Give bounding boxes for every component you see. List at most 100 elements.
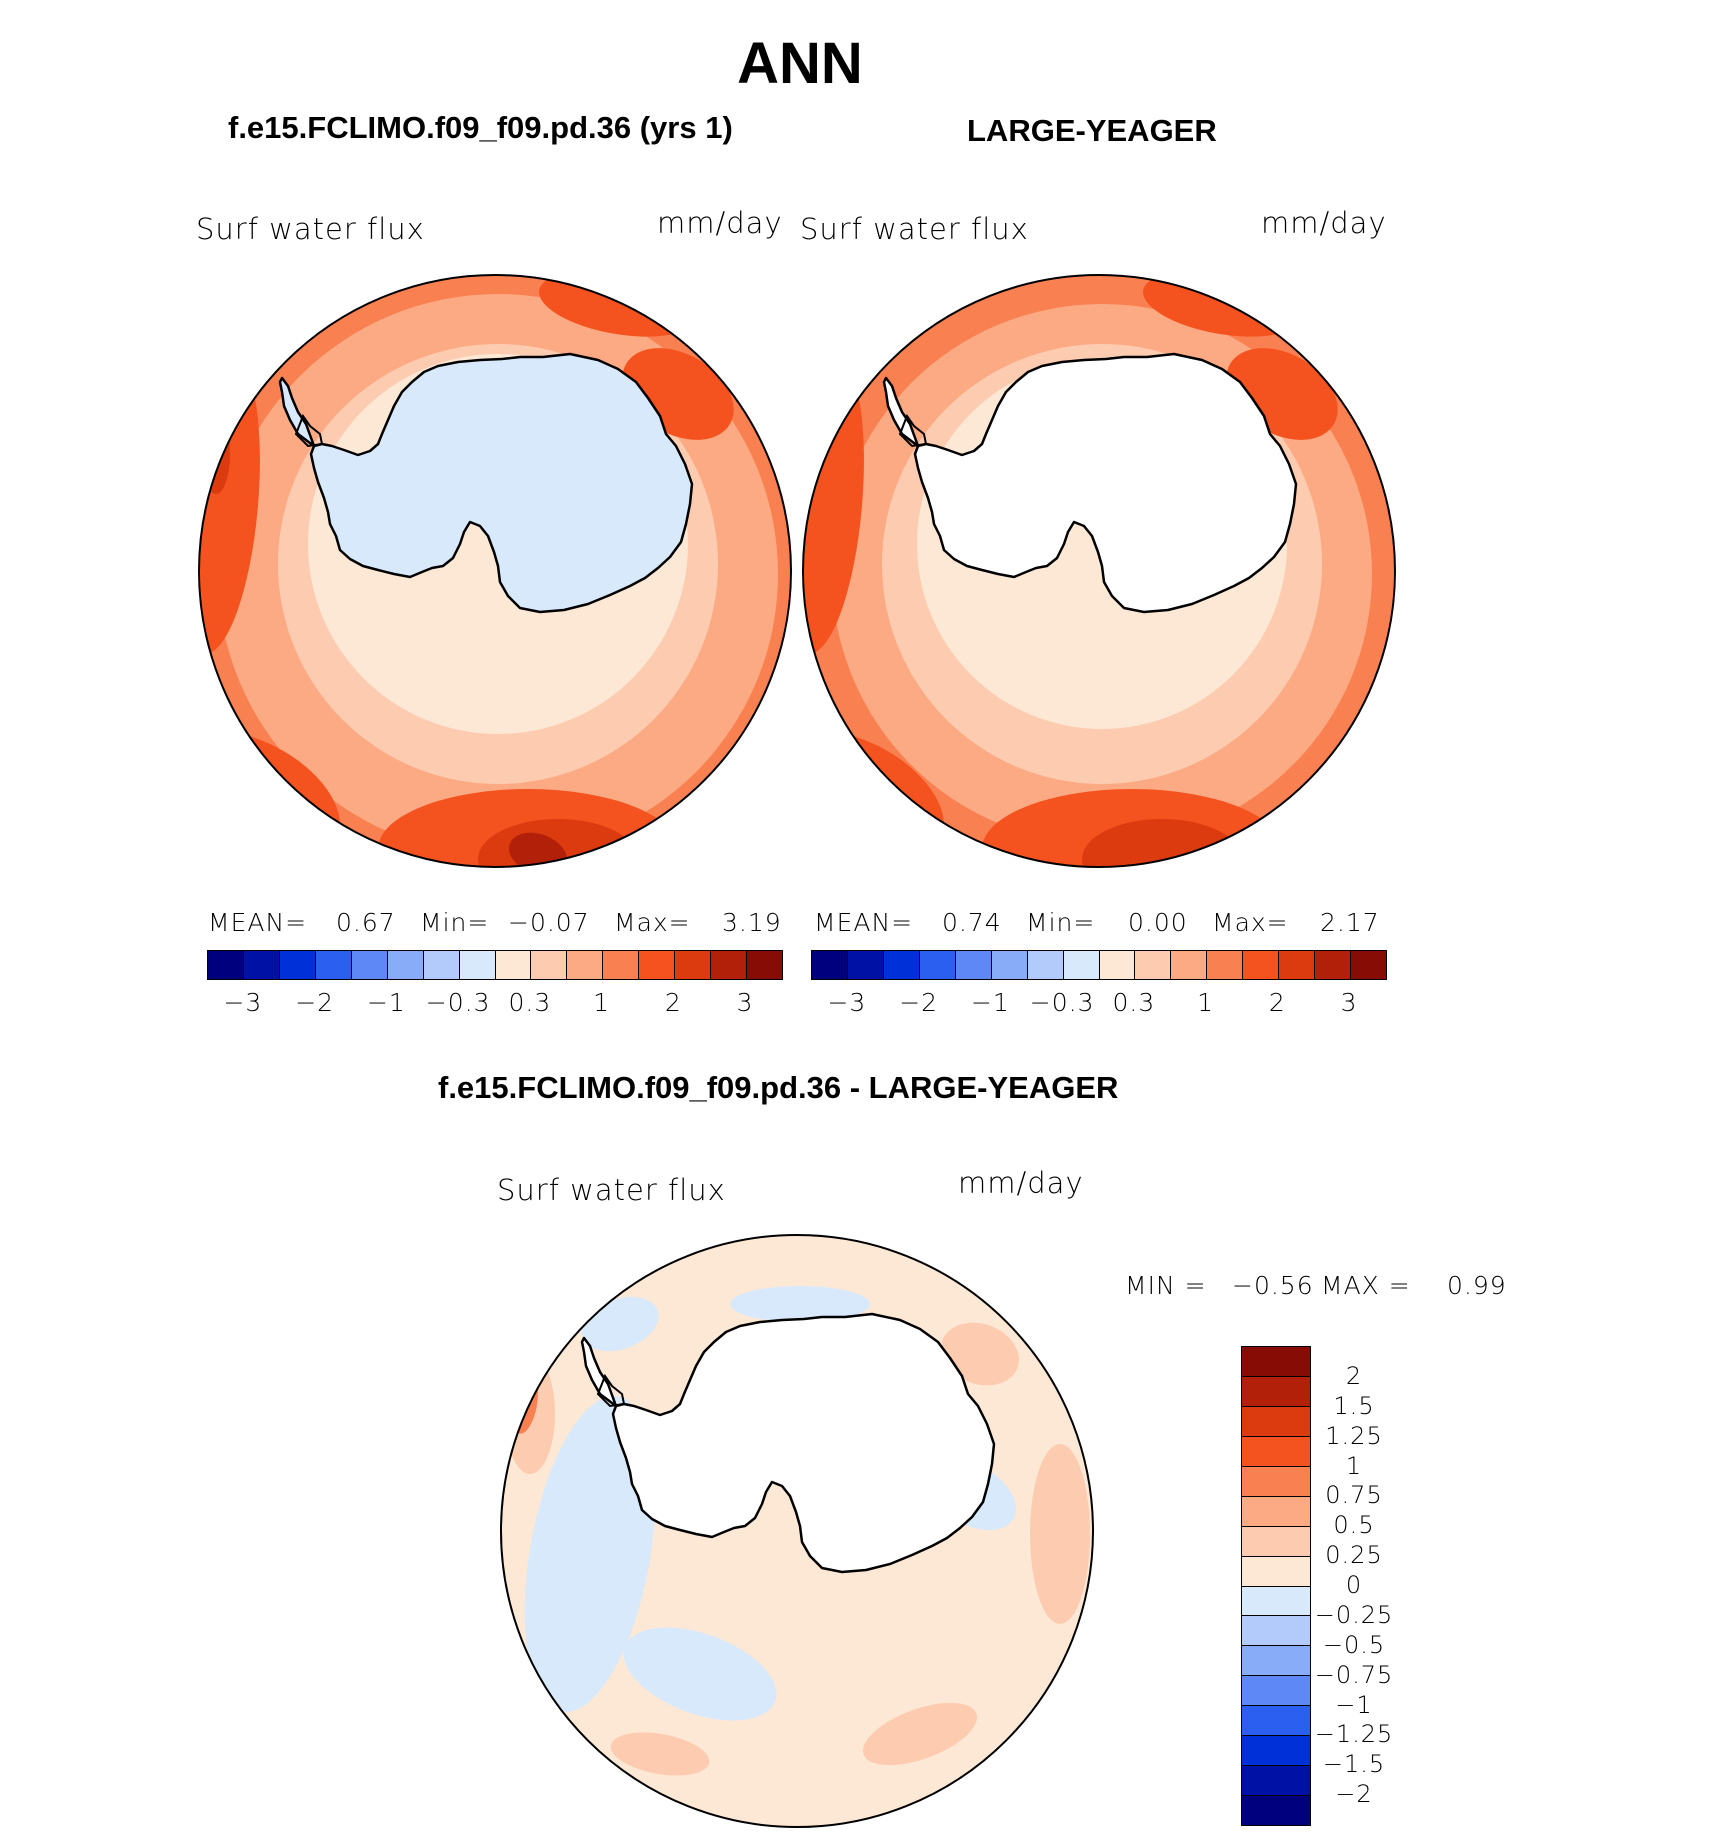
colorbar-swatch (1242, 1736, 1310, 1767)
diff-min: −0.56 (1232, 1271, 1314, 1300)
panel1-max-label: Max= (614, 908, 691, 937)
colorbar-swatch (1242, 1556, 1310, 1587)
colorbar-label: −3 (223, 988, 263, 1017)
panel2-variable: Surf water flux (800, 212, 1029, 246)
positive-region (941, 1322, 1019, 1386)
map-border (500, 1234, 1094, 1828)
negative-region (623, 1627, 777, 1721)
colorbar-swatch (1242, 1796, 1310, 1825)
colorbar-label: −1.5 (1322, 1750, 1386, 1779)
colorbar-label: 1.25 (1325, 1421, 1383, 1450)
colorbar-swatch (459, 951, 496, 979)
high-flux-region (202, 414, 230, 494)
colorbar-label: −2 (295, 988, 335, 1017)
diff-title: f.e15.FCLIMO.f09_f09.pd.36 - LARGE-YEAGE… (438, 1070, 1119, 1105)
panel1-variable: Surf water flux (196, 212, 425, 246)
colorbar-swatch (423, 951, 460, 979)
diff-min-label: MIN = (1125, 1271, 1207, 1300)
colorbar-swatch (1279, 951, 1316, 979)
contour-fill (199, 275, 791, 867)
panel2-colorbar (811, 950, 1387, 980)
colorbar-swatch (531, 951, 568, 979)
panel1-units: mm/day (657, 206, 783, 240)
test-case-title: f.e15.FCLIMO.f09_f09.pd.36 (yrs 1) (228, 110, 733, 145)
colorbar-swatch (1242, 1676, 1310, 1707)
colorbar-label: 3 (1340, 988, 1358, 1017)
negative-region (730, 1286, 870, 1322)
diff-contours (500, 1234, 1094, 1828)
colorbar-swatch (1242, 1496, 1310, 1527)
colorbar-label: −0.3 (1029, 988, 1095, 1017)
colorbar-swatch (351, 951, 388, 979)
colorbar-swatch (675, 951, 712, 979)
colorbar-swatch (1063, 951, 1100, 979)
positive-region (1030, 1444, 1090, 1624)
colorbar-swatch (208, 951, 244, 979)
panel1-map (198, 274, 792, 868)
diff-max-label: MAX = (1321, 1271, 1411, 1300)
colorbar-label: 1 (1197, 988, 1215, 1017)
panel1-contours (198, 274, 792, 868)
contour-fill (803, 275, 1395, 867)
colorbar-swatch (1242, 1586, 1310, 1617)
obs-case-title: LARGE-YEAGER (967, 113, 1217, 148)
colorbar-swatch (1171, 951, 1208, 979)
colorbar-swatch (711, 951, 748, 979)
colorbar-swatch (812, 951, 848, 979)
contour-fill (501, 1235, 1093, 1827)
colorbar-swatch (1243, 951, 1280, 979)
colorbar-label: 0 (1345, 1571, 1363, 1599)
season-title: ANN (737, 31, 863, 96)
diff-max: 0.99 (1447, 1271, 1507, 1300)
colorbar-swatch (1315, 951, 1352, 979)
colorbar-label: 1 (593, 988, 611, 1017)
diff-units: mm/day (958, 1166, 1084, 1200)
diff-map (500, 1234, 1094, 1828)
map-border (198, 274, 792, 868)
colorbar-label: 0.25 (1325, 1541, 1383, 1570)
colorbar-swatch (1351, 951, 1386, 979)
panel2-mean-label: MEAN= (814, 908, 914, 937)
panel2-max: 2.17 (1320, 908, 1380, 937)
ice-shelf-outline (898, 413, 928, 448)
high-flux-region (199, 354, 260, 654)
colorbar-swatch (387, 951, 424, 979)
colorbar-swatch (1242, 1406, 1310, 1437)
panel1-min-label: Min= (420, 908, 490, 937)
panel1-max: 3.19 (722, 908, 782, 937)
panel1-mean-label: MEAN= (208, 908, 308, 937)
colorbar-label: −1 (970, 988, 1010, 1017)
colorbar-label: −0.3 (425, 988, 491, 1017)
colorbar-label: 3 (736, 988, 754, 1017)
panel2-contours (802, 274, 1396, 868)
colorbar-swatch (1242, 1436, 1310, 1467)
colorbar-label: −0.25 (1314, 1600, 1394, 1629)
colorbar-label: 2 (1268, 988, 1286, 1017)
colorbar-swatch (639, 951, 676, 979)
positive-region (862, 1702, 978, 1766)
colorbar-label: −1 (366, 988, 406, 1017)
colorbar-label: 0.3 (1112, 988, 1156, 1017)
colorbar-swatch (1099, 951, 1136, 979)
colorbar-label: −2 (1335, 1780, 1373, 1809)
colorbar-label: −3 (827, 988, 867, 1017)
colorbar-swatch (243, 951, 280, 979)
colorbar-label: 0.75 (1325, 1481, 1383, 1510)
diff-colorbar-labels: 2 1.5 1.25 1 0.75 0.5 0.25 0 −0.25 −0.5 −0.75 −1 −1.… (1315, 1346, 1393, 1824)
colorbar-swatch (1242, 1466, 1310, 1497)
panel2-colorbar-labels: −3 −2 −1 −0.3 0.3 1 2 3 (811, 988, 1385, 1020)
colorbar-swatch (747, 951, 782, 979)
colorbar-swatch (1242, 1376, 1310, 1407)
colorbar-swatch (1242, 1646, 1310, 1677)
colorbar-label: −2 (899, 988, 939, 1017)
colorbar-swatch (567, 951, 604, 979)
panel1-colorbar-labels: −3 −2 −1 −0.3 0.3 1 2 3 (207, 988, 781, 1020)
colorbar-swatch (1242, 1347, 1310, 1377)
colorbar-label: 0.3 (508, 988, 552, 1017)
colorbar-swatch (1027, 951, 1064, 979)
colorbar-label: 2 (664, 988, 682, 1017)
colorbar-swatch (1242, 1526, 1310, 1557)
colorbar-swatch (603, 951, 640, 979)
colorbar-swatch (495, 951, 532, 979)
panel2-map (802, 274, 1396, 868)
